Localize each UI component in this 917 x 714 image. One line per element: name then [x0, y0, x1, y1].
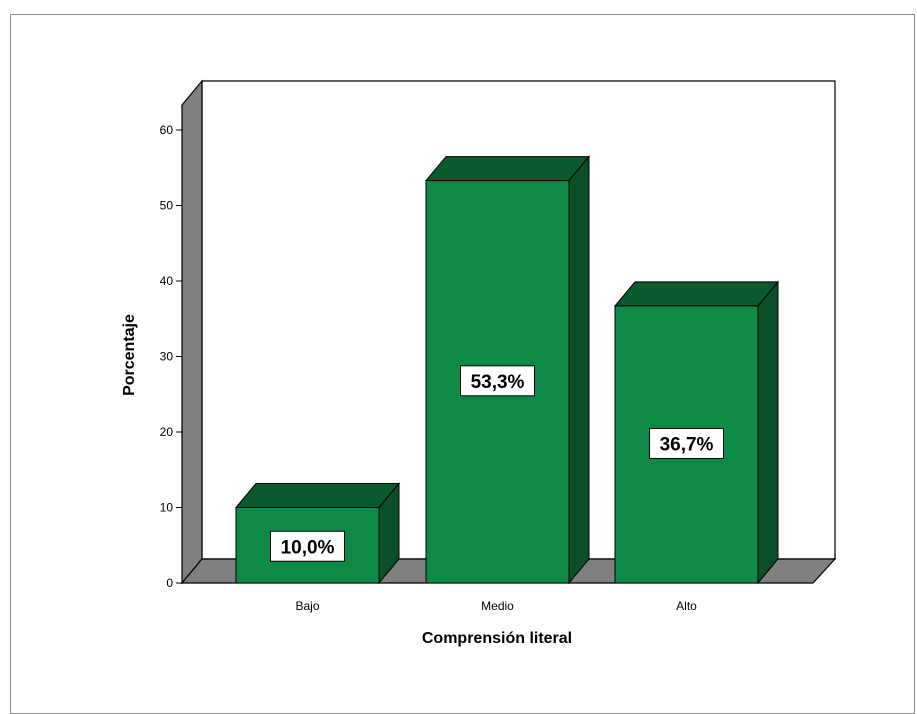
bar-side	[757, 280, 779, 585]
data-label: 10,0%	[281, 537, 335, 558]
x-axis-title: Comprensión literal	[422, 630, 572, 647]
x-tick-label: Bajo	[295, 599, 319, 613]
bar-chart: 0 10 20 30 40 50 60 10,0% 53,3% 36,7% Bajo Medio A…	[121, 79, 837, 647]
y-tick-label: 60	[160, 123, 174, 137]
bar-group: 10,0% 53,3% 36,7%	[234, 155, 780, 585]
bar-top	[424, 156, 591, 182]
y-tick-label: 0	[166, 576, 173, 590]
bar-side	[568, 155, 590, 585]
x-axis: Bajo Medio Alto	[295, 599, 697, 613]
chart-frame: 0 10 20 30 40 50 60 10,0% 53,3% 36,7% Bajo Medio A…	[10, 14, 915, 714]
left-wall	[181, 79, 203, 585]
x-tick-label: Alto	[676, 599, 697, 613]
x-tick-label: Medio	[481, 599, 514, 613]
bar-top	[613, 281, 780, 307]
data-label-box	[460, 365, 535, 397]
y-axis: 0 10 20 30 40 50 60	[160, 123, 182, 590]
y-axis-title: Porcentaje	[121, 314, 138, 396]
data-label: 53,3%	[471, 372, 525, 393]
data-label: 36,7%	[660, 434, 714, 455]
y-tick-label: 10	[160, 501, 174, 515]
y-tick-label: 50	[160, 199, 174, 213]
y-tick-label: 30	[160, 350, 174, 364]
y-tick-label: 40	[160, 274, 174, 288]
y-tick-label: 20	[160, 425, 174, 439]
data-label-box	[270, 530, 345, 562]
bar-top	[234, 483, 401, 508]
data-label-box	[649, 427, 724, 459]
